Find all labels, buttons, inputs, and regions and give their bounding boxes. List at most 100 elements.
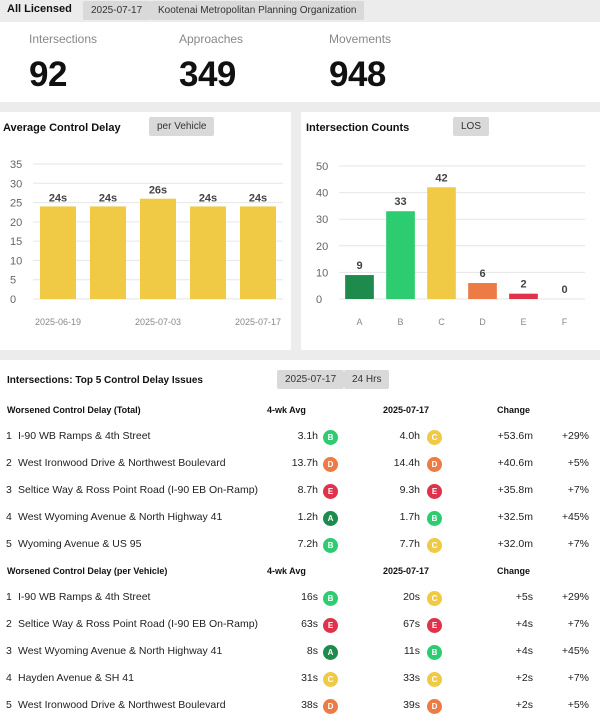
- avg-value: 8.7h: [297, 484, 318, 496]
- row-rank: 3: [6, 645, 12, 657]
- los-badge: E: [323, 484, 338, 499]
- bar-data-label: 6: [479, 268, 485, 280]
- current-value: 7.7h: [399, 538, 420, 550]
- los-tag[interactable]: LOS: [453, 117, 490, 136]
- column-date: 2025-07-17: [383, 405, 430, 415]
- los-bar-a: [345, 275, 374, 299]
- row-rank: 4: [6, 511, 12, 523]
- los-badge: B: [323, 591, 338, 606]
- intersection-name[interactable]: I-90 WB Ramps & 4th Street: [18, 591, 151, 603]
- change-percent: +7%: [567, 672, 589, 684]
- row-rank: 1: [6, 591, 12, 603]
- table-row[interactable]: 5 Wyoming Avenue & US 95 7.2h B 7.7h C +…: [0, 537, 600, 553]
- bar-data-label: 2: [520, 279, 526, 291]
- y-tick-label: 30: [316, 214, 328, 226]
- los-bar-d: [468, 283, 497, 299]
- delay-bar: [190, 206, 226, 299]
- x-tick-label: E: [520, 317, 526, 327]
- y-tick-label: 5: [10, 275, 16, 287]
- intersection-name[interactable]: West Wyoming Avenue & North Highway 41: [18, 645, 223, 657]
- change-value: +2s: [515, 672, 533, 684]
- table-row[interactable]: 3 Seltice Way & Ross Point Road (I-90 EB…: [0, 483, 600, 499]
- stat-value: 948: [329, 55, 386, 94]
- bar-data-label: 24s: [49, 192, 67, 204]
- los-badge: E: [427, 484, 442, 499]
- intersection-name[interactable]: Wyoming Avenue & US 95: [18, 538, 142, 550]
- bar-data-label: 0: [561, 284, 567, 296]
- current-value: 14.4h: [393, 457, 420, 469]
- table-row[interactable]: 4 Hayden Avenue & SH 41 31s C 33s C +2s …: [0, 671, 600, 687]
- delay-bar: [240, 206, 276, 299]
- intersection-name[interactable]: Hayden Avenue & SH 41: [18, 672, 134, 684]
- bar-data-label: 24s: [99, 192, 117, 204]
- los-bar-e: [509, 293, 538, 299]
- per-vehicle-tag[interactable]: per Vehicle: [149, 117, 215, 136]
- intersection-name[interactable]: West Ironwood Drive & Northwest Boulevar…: [18, 457, 226, 469]
- section-heading: Worsened Control Delay (Total): [7, 405, 141, 415]
- table-row[interactable]: 1 I-90 WB Ramps & 4th Street 3.1h B 4.0h…: [0, 429, 600, 445]
- table-row[interactable]: 2 Seltice Way & Ross Point Road (I-90 EB…: [0, 617, 600, 633]
- intersection-name[interactable]: Seltice Way & Ross Point Road (I-90 EB O…: [18, 618, 259, 630]
- average-control-delay-card: Average Control Delay per Vehicle 0 5 10 15…: [0, 112, 291, 350]
- stat-label: Movements: [329, 32, 392, 46]
- table-row[interactable]: 3 West Wyoming Avenue & North Highway 41…: [0, 644, 600, 660]
- y-tick-label: 35: [10, 159, 22, 171]
- avg-value: 7.2h: [297, 538, 318, 550]
- current-value: 9.3h: [399, 484, 420, 496]
- table-date-tag[interactable]: 2025-07-17: [277, 370, 345, 389]
- column-4wk-avg: 4-wk Avg: [267, 566, 306, 576]
- table-row[interactable]: 5 West Ironwood Drive & Northwest Boulev…: [0, 698, 600, 714]
- stat-value: 92: [29, 55, 67, 94]
- current-value: 33s: [403, 672, 420, 684]
- avg-value: 1.2h: [297, 511, 318, 523]
- x-tick-label: 2025-07-03: [135, 317, 181, 327]
- current-value: 20s: [403, 591, 420, 603]
- x-tick-label: B: [397, 317, 403, 327]
- top-bar: All Licensed 2025-07-17 Kootenai Metropo…: [0, 0, 600, 20]
- average-control-delay-chart: 0 5 10 15 20 25 30 35 24s 24s 26s 24s 24s 2025-06-19 2…: [10, 159, 283, 327]
- section-header-per-vehicle: Worsened Control Delay (per Vehicle) 4-w…: [0, 566, 600, 580]
- delay-bar: [90, 206, 126, 299]
- change-value: +5s: [515, 591, 533, 603]
- row-rank: 1: [6, 430, 12, 442]
- intersection-name[interactable]: West Wyoming Avenue & North Highway 41: [18, 511, 223, 523]
- row-rank: 5: [6, 699, 12, 711]
- intersection-name[interactable]: West Ironwood Drive & Northwest Boulevar…: [18, 699, 226, 711]
- section-header-total: Worsened Control Delay (Total) 4-wk Avg …: [0, 405, 600, 419]
- organization-tag[interactable]: Kootenai Metropolitan Planning Organizat…: [150, 1, 365, 20]
- change-value: +35.8m: [497, 484, 533, 496]
- row-rank: 2: [6, 457, 12, 469]
- change-value: +4s: [515, 645, 533, 657]
- los-badge: C: [427, 538, 442, 553]
- current-value: 67s: [403, 618, 420, 630]
- table-row[interactable]: 1 I-90 WB Ramps & 4th Street 16s B 20s C…: [0, 590, 600, 606]
- change-value: +40.6m: [497, 457, 533, 469]
- bar-data-label: 24s: [249, 192, 267, 204]
- x-tick-label: C: [438, 317, 445, 327]
- intersection-name[interactable]: I-90 WB Ramps & 4th Street: [18, 430, 151, 442]
- y-tick-label: 20: [316, 241, 328, 253]
- table-row[interactable]: 4 West Wyoming Avenue & North Highway 41…: [0, 510, 600, 526]
- x-tick-label: F: [562, 317, 568, 327]
- intersection-counts-chart: 0 10 20 30 40 50 9 A 33 B 42 C 6 D 2 E 0 F: [316, 161, 585, 327]
- column-change: Change: [497, 566, 531, 576]
- avg-value: 38s: [301, 699, 318, 711]
- table-row[interactable]: 2 West Ironwood Drive & Northwest Boulev…: [0, 456, 600, 472]
- current-value: 4.0h: [399, 430, 420, 442]
- table-period-tag[interactable]: 24 Hrs: [344, 370, 390, 389]
- intersection-name[interactable]: Seltice Way & Ross Point Road (I-90 EB O…: [18, 484, 259, 496]
- los-bar-b: [386, 211, 415, 299]
- row-rank: 5: [6, 538, 12, 550]
- change-percent: +5%: [567, 457, 589, 469]
- los-badge: C: [427, 430, 442, 445]
- bar-data-label: 9: [356, 260, 362, 272]
- x-tick-label: 2025-07-17: [235, 317, 281, 327]
- y-tick-label: 0: [316, 294, 322, 306]
- chart-title: Intersection Counts: [306, 122, 410, 134]
- los-bar-c: [427, 187, 456, 299]
- los-badge: D: [323, 457, 338, 472]
- los-badge: C: [427, 591, 442, 606]
- change-percent: +7%: [567, 538, 589, 550]
- date-tag[interactable]: 2025-07-17: [83, 1, 151, 20]
- stat-label: Approaches: [179, 32, 244, 46]
